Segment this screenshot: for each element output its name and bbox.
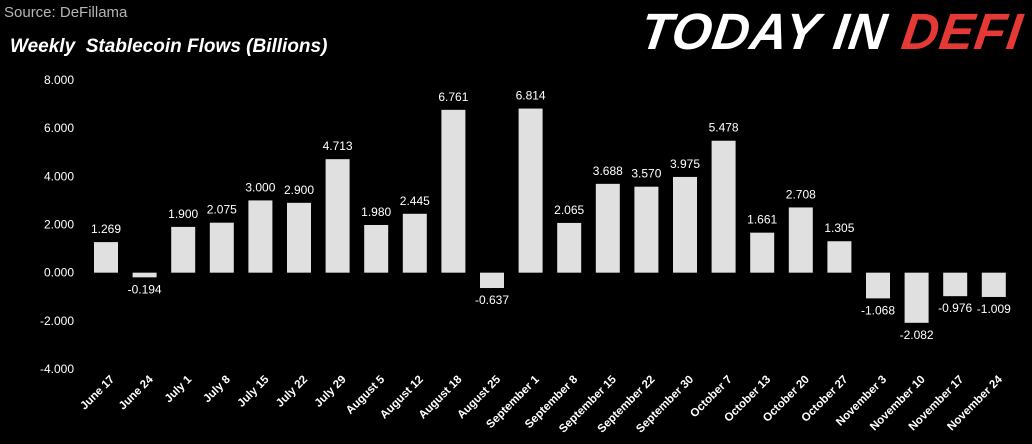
y-tick-label: 0.000 <box>44 266 74 280</box>
x-tick-label: July 15 <box>235 373 271 409</box>
x-tick-label: July 29 <box>313 374 349 410</box>
data-label: 5.478 <box>709 121 739 135</box>
data-label: -1.068 <box>861 303 895 317</box>
bar <box>171 226 196 273</box>
data-label: 3.570 <box>631 167 661 181</box>
bar <box>480 272 504 289</box>
data-label: 1.900 <box>168 207 198 221</box>
data-label: 2.900 <box>284 183 314 197</box>
data-label: 3.975 <box>670 157 700 171</box>
bar <box>402 213 427 273</box>
bar <box>750 232 775 273</box>
y-tick-label: 4.000 <box>44 169 74 183</box>
data-label: 1.661 <box>747 213 777 227</box>
bar <box>711 140 736 273</box>
bar <box>788 207 813 273</box>
y-tick-label: -4.000 <box>40 362 74 376</box>
x-tick-label: June 17 <box>78 374 117 413</box>
data-label: 1.980 <box>361 205 391 219</box>
data-label: 1.305 <box>824 221 854 235</box>
data-label: -0.194 <box>128 282 162 296</box>
data-label: 3.688 <box>593 164 623 178</box>
bar <box>287 202 311 273</box>
bar <box>209 222 234 273</box>
bar <box>248 200 273 273</box>
bar <box>634 186 659 273</box>
data-label: 2.075 <box>207 203 237 217</box>
y-tick-label: 8.000 <box>44 73 74 87</box>
bar <box>904 272 929 323</box>
bar <box>325 159 350 273</box>
bar <box>518 108 543 273</box>
bar <box>673 176 697 273</box>
chart-title: Weekly Stablecoin Flows (Billions) <box>10 36 328 57</box>
data-label: 6.761 <box>438 90 468 104</box>
bar <box>364 224 389 273</box>
bar <box>441 109 466 273</box>
bar <box>557 222 582 273</box>
bar <box>595 183 620 273</box>
y-tick-label: 2.000 <box>44 218 74 232</box>
data-label: 2.065 <box>554 203 584 217</box>
x-tick-label: July 22 <box>274 374 310 410</box>
source-note: Source: DeFillama <box>4 4 128 21</box>
data-label: 3.000 <box>245 180 275 194</box>
data-label: 4.713 <box>323 139 353 153</box>
bar <box>132 272 157 278</box>
y-tick-label: -2.000 <box>40 314 74 328</box>
data-label: -2.082 <box>900 328 934 342</box>
data-label: 6.814 <box>516 89 546 103</box>
data-label: 2.708 <box>786 187 816 201</box>
data-label: -1.009 <box>977 302 1011 316</box>
x-tick-label: June 24 <box>117 373 156 412</box>
bar <box>943 272 968 297</box>
data-label: -0.637 <box>475 293 509 307</box>
data-label: 1.269 <box>91 222 121 236</box>
data-label: 2.445 <box>400 194 430 208</box>
bar <box>827 241 852 273</box>
bar <box>94 242 118 273</box>
data-label: -0.976 <box>938 301 972 315</box>
x-tick-label: July 1 <box>163 373 195 405</box>
x-tick-label: July 8 <box>201 373 233 405</box>
bar <box>981 272 1006 297</box>
bar <box>866 272 890 299</box>
y-tick-label: 6.000 <box>44 121 74 135</box>
